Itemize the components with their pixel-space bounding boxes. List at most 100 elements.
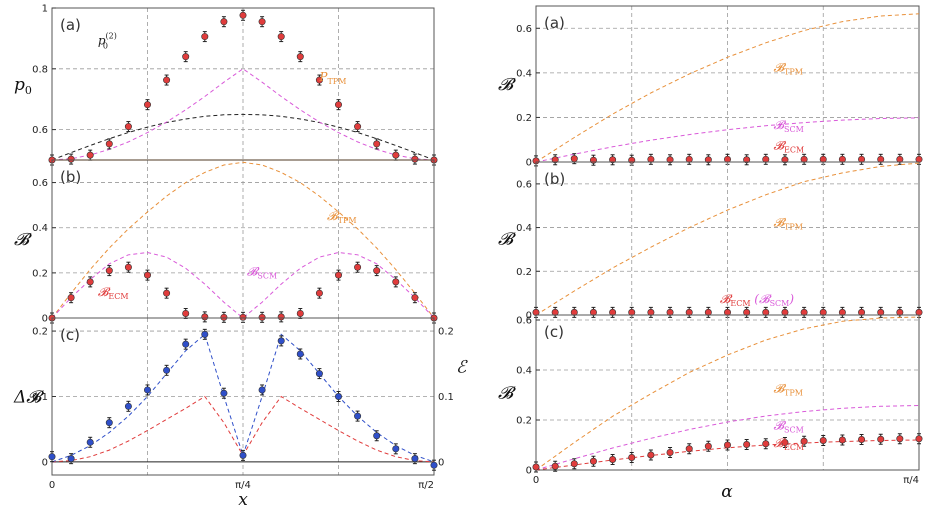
data-point-delta-b bbox=[430, 461, 438, 469]
data-point-ecm bbox=[144, 101, 152, 109]
data-point-ecm bbox=[105, 267, 113, 275]
y-tick-label: 0.6 bbox=[516, 316, 532, 327]
data-point-ecm bbox=[781, 438, 789, 446]
y-tick-label: 0.2 bbox=[32, 268, 48, 279]
data-point-ecm bbox=[570, 155, 578, 163]
data-point-delta-b bbox=[334, 392, 342, 400]
data-point-ecm bbox=[743, 308, 751, 316]
data-point-ecm bbox=[258, 18, 266, 26]
y-tick-label: 0 bbox=[42, 314, 48, 325]
series-annotation: 𝓑SCM bbox=[247, 264, 277, 280]
data-point-ecm bbox=[124, 263, 132, 271]
data-point-delta-b bbox=[67, 455, 75, 463]
data-point-ecm bbox=[144, 271, 152, 279]
x-tick-label: π/4 bbox=[903, 475, 919, 486]
y-tick-label: 0.4 bbox=[516, 223, 532, 234]
x-tick-label: 0 bbox=[533, 475, 539, 486]
annotation-sup: (2) bbox=[106, 31, 117, 40]
data-point-ecm bbox=[220, 313, 228, 321]
data-point-ecm bbox=[838, 155, 846, 163]
data-point-ecm bbox=[723, 441, 731, 449]
data-point-ecm bbox=[838, 308, 846, 316]
panel-left-b: 0 0.2 0.4 0.6 (b) 𝓑 𝓑TPM 𝓑SCM 𝓑ECM bbox=[14, 159, 438, 325]
data-point-ecm bbox=[411, 294, 419, 302]
data-point-ecm bbox=[877, 435, 885, 443]
data-point-ecm bbox=[896, 155, 904, 163]
y-tick-label: 0.6 bbox=[516, 24, 532, 35]
annotation-sub: TPM bbox=[784, 389, 803, 398]
series-line-scm bbox=[51, 68, 435, 161]
data-point-ecm bbox=[296, 53, 304, 61]
y-tick-label: 0.2 bbox=[32, 327, 48, 338]
series-annotation: 𝓑SCM bbox=[773, 419, 803, 435]
data-point-ecm bbox=[743, 156, 751, 164]
data-point-delta-b bbox=[144, 386, 152, 394]
data-point-ecm bbox=[105, 140, 113, 148]
data-point-ecm bbox=[704, 156, 712, 164]
data-point-ecm bbox=[647, 155, 655, 163]
data-point-delta-b bbox=[373, 432, 381, 440]
data-point-ecm bbox=[182, 53, 190, 61]
annotation-sub: SCM bbox=[257, 271, 277, 280]
y-axis-label: 𝓑 bbox=[498, 75, 516, 95]
panel-left-c: 0 0 0.1 0.1 0.2 0.2 0 π/4 π/2 (c) Δ𝓑 ℰ bbox=[13, 317, 468, 491]
data-point-delta-b bbox=[411, 455, 419, 463]
data-point-ecm bbox=[915, 435, 923, 443]
series-annotation: 𝓑TPM bbox=[773, 382, 803, 398]
y-tick-label-right: 0.1 bbox=[438, 392, 454, 403]
series-annotation: PTPM bbox=[318, 70, 346, 86]
data-point-delta-b bbox=[277, 337, 285, 345]
data-point-ecm bbox=[67, 294, 75, 302]
y-tick-label: 0 bbox=[526, 311, 532, 322]
data-point-ecm bbox=[896, 308, 904, 316]
y-tick-label: 0.4 bbox=[516, 68, 532, 79]
data-point-ecm bbox=[201, 33, 209, 41]
data-point-ecm bbox=[551, 462, 559, 470]
data-point-delta-b bbox=[220, 389, 228, 397]
plot-frame bbox=[535, 314, 920, 471]
y-tick-label: 0.6 bbox=[32, 178, 48, 189]
x-tick-label: 0 bbox=[49, 480, 55, 491]
data-point-ecm bbox=[704, 442, 712, 450]
annotation-sub: ECM bbox=[108, 292, 128, 301]
data-point-ecm bbox=[685, 445, 693, 453]
data-point-ecm bbox=[354, 263, 362, 271]
series-annotation: 𝓑ECM bbox=[773, 139, 804, 155]
y-tick-label: 0 bbox=[42, 457, 48, 468]
data-point-ecm bbox=[239, 11, 247, 19]
data-point-delta-b bbox=[124, 402, 132, 410]
y-tick-label: 0.8 bbox=[32, 64, 48, 75]
series-annotation: 𝓑TPM bbox=[327, 209, 357, 225]
data-point-ecm bbox=[609, 156, 617, 164]
series-annotation: 𝓑TPM bbox=[773, 215, 803, 231]
y-tick-label: 0.2 bbox=[516, 416, 532, 427]
data-point-ecm bbox=[609, 455, 617, 463]
annotation-sub: SCM bbox=[784, 125, 804, 134]
data-point-ecm bbox=[858, 155, 866, 163]
series-line--b-fit bbox=[51, 333, 435, 463]
y-tick-label: 0.2 bbox=[516, 267, 532, 278]
annotation-sub: ECM bbox=[784, 146, 804, 155]
data-point-ecm bbox=[666, 448, 674, 456]
data-point-ecm bbox=[858, 435, 866, 443]
series-line-scm bbox=[51, 251, 435, 319]
data-point-ecm bbox=[800, 155, 808, 163]
data-point-delta-b bbox=[392, 445, 400, 453]
data-point-ecm bbox=[858, 308, 866, 316]
data-point-ecm bbox=[277, 33, 285, 41]
y-axis-label: 𝓑 bbox=[498, 384, 516, 404]
data-point-delta-b bbox=[239, 451, 247, 459]
data-point-ecm bbox=[628, 453, 636, 461]
y-axis-label-sub: 0 bbox=[25, 84, 32, 97]
series-annotation: 𝓑SCM bbox=[773, 118, 803, 134]
x-tick-label: π/4 bbox=[235, 480, 251, 491]
series-annotation: 𝓑ECM bbox=[98, 285, 129, 301]
data-point-ecm bbox=[315, 76, 323, 84]
panel-label: (c) bbox=[60, 326, 80, 344]
annotation-sub: TPM bbox=[338, 216, 357, 225]
panel-label: (a) bbox=[60, 16, 81, 34]
data-point-ecm bbox=[877, 155, 885, 163]
data-point-ecm bbox=[589, 457, 597, 465]
data-point-ecm bbox=[551, 156, 559, 164]
